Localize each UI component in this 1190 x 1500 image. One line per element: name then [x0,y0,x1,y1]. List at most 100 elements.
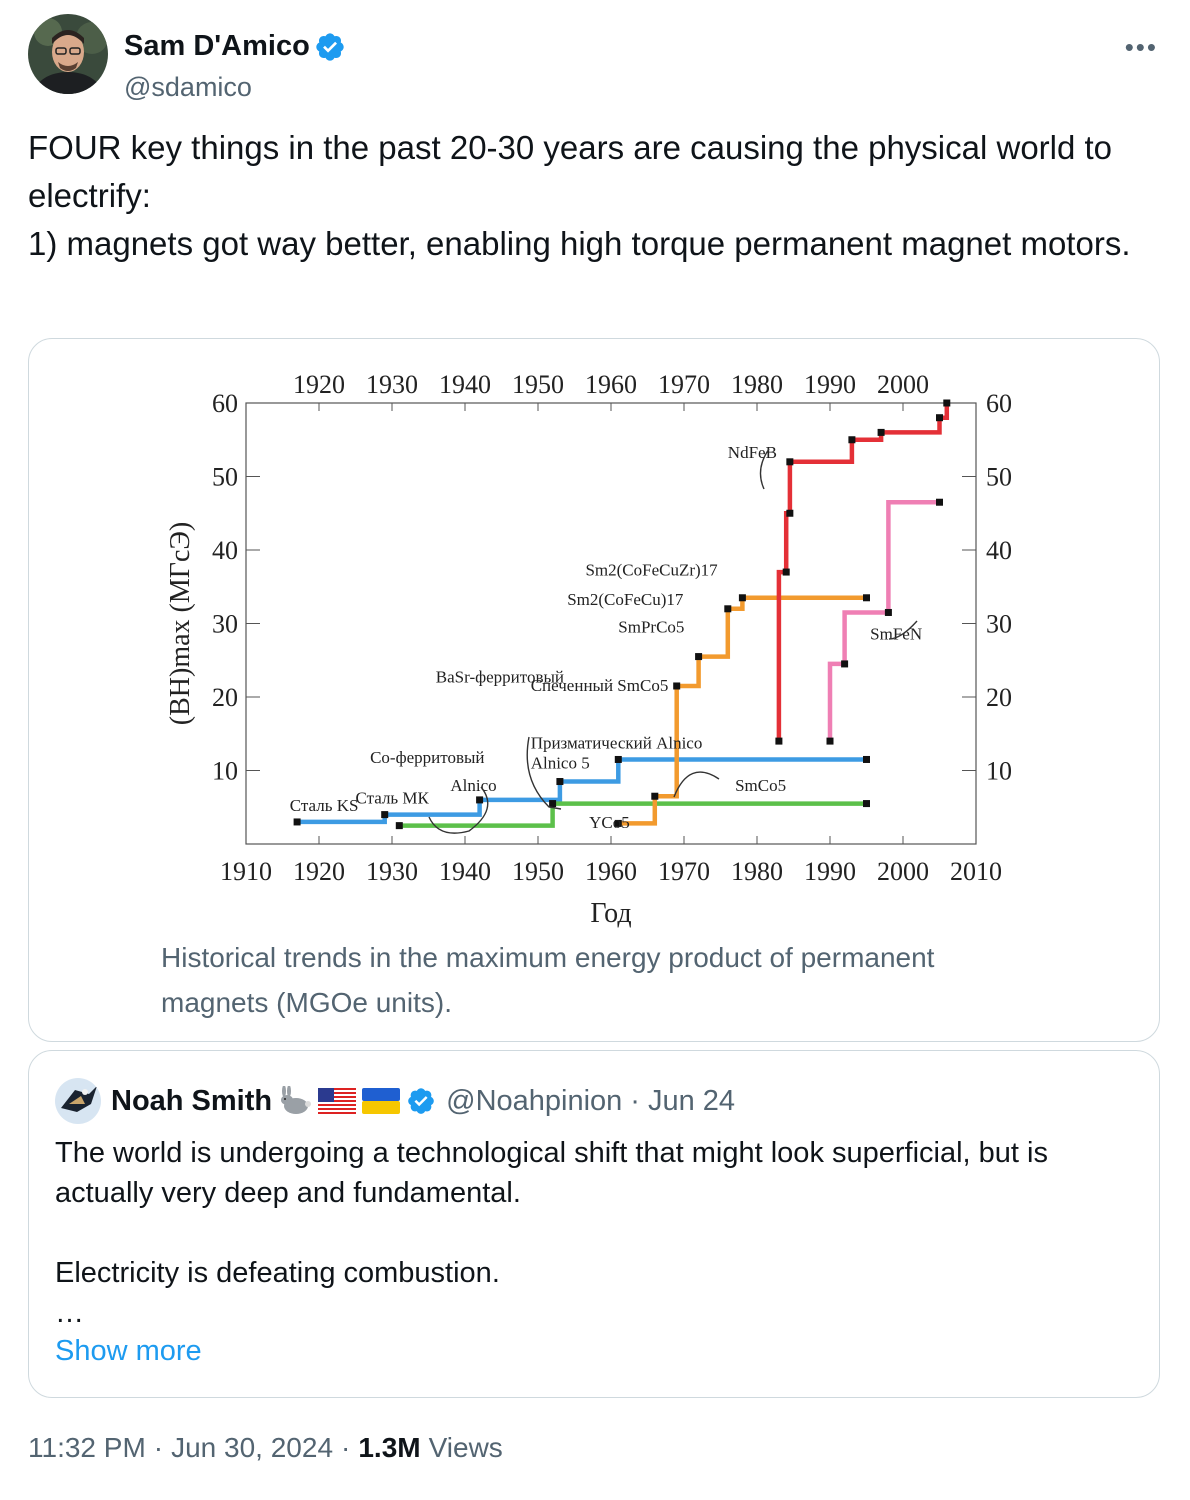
x-tick-label-bottom: 2000 [877,857,929,886]
plot-frame [245,402,977,845]
x-tick-label-top: 1950 [512,370,564,399]
x-tick-label-bottom: 1980 [731,857,783,886]
series-line-alnico [297,757,867,825]
media-caption: Historical trends in the maximum energy … [161,942,935,1018]
data-point [549,800,557,808]
x-tick-label-bottom: 1950 [512,857,564,886]
x-tick-label-bottom: 1990 [804,857,856,886]
author-handle[interactable]: @sdamico [124,72,252,102]
tweet-text: FOUR key things in the past 20-30 years … [28,124,1158,268]
series-line-smco [618,595,867,826]
annotation-label: Sm2(CoFeCu)17 [567,590,684,609]
quoted-tweet-date[interactable]: Jun 24 [647,1084,736,1117]
data-point [724,605,732,613]
annotation-label: Co-ферритовый [370,748,484,767]
data-point [884,608,892,616]
y-tick-label-right: 50 [986,463,1012,492]
y-tick-label-left: 60 [212,389,238,418]
data-point [786,509,794,517]
author-avatar[interactable] [28,14,108,94]
y-tick-label-right: 40 [986,536,1012,565]
media-card[interactable]: 1910 1920 1930 1940 1950 1960 1970 1980 1990 2000… [28,338,1160,1042]
tweet-date[interactable]: Jun 30, 2024 [171,1432,334,1463]
y-tick-label-left: 40 [212,536,238,565]
annotation-label: BaSr-ферритовый [436,667,564,686]
data-point [863,594,870,602]
annotation-label: Alnico 5 [531,753,590,772]
series-line-smfen [827,499,940,742]
quoted-line: Electricity is defeating combustion. [55,1257,500,1289]
rabbit-emoji-icon [278,1086,312,1116]
separator-dot: · [341,1432,351,1463]
x-tick-label-bottom: 1930 [366,857,418,886]
annotation-label: Sm2(CoFeCuZr)17 [585,561,718,580]
data-point [614,755,622,763]
x-tick-label-bottom: 1960 [585,857,637,886]
x-tick-label-top: 1940 [439,370,491,399]
data-point [863,755,870,763]
magnet-energy-chart: 1910 1920 1930 1940 1950 1960 1970 1980 1990 2000… [165,370,1012,929]
annotation-label: Сталь KS [290,796,359,815]
y-tick-label-right: 10 [986,757,1012,786]
quoted-tweet[interactable]: Noah Smith [28,1050,1160,1398]
data-point [476,796,484,804]
data-point [863,800,870,808]
x-tick-label-top: 1930 [366,370,418,399]
basr-leader [526,736,562,810]
quoted-tweet-text: The world is undergoing a technological … [55,1133,1145,1333]
data-point [775,737,783,745]
x-tick-label-bottom: 2010 [950,857,1002,886]
separator-dot: · [153,1432,164,1463]
data-point [614,819,622,827]
annotation-label: Призматический Alnico [531,733,703,752]
x-tick-label-bottom: 1910 [220,857,272,886]
data-point [943,399,951,407]
smfen-leader [888,620,918,640]
more-options-icon[interactable]: ••• [1124,32,1158,62]
data-point [782,568,790,576]
x-tick-label-bottom: 1920 [293,857,345,886]
data-point [695,653,703,661]
annotation-label: Alnico [450,776,496,795]
y-tick-label-left: 30 [212,610,238,639]
tweet-time[interactable]: 11:32 PM [28,1432,146,1463]
data-point [936,414,943,422]
x-tick-label-top: 1980 [731,370,783,399]
quoted-author-handle[interactable]: @Noahpinion [446,1084,623,1117]
data-point [293,818,301,826]
x-tick-label-bottom: 1940 [439,857,491,886]
quoted-line [55,1213,1145,1253]
quoted-line: The world is undergoing a technological … [55,1137,1048,1209]
data-point [738,594,746,602]
quoted-tweet-header: Noah Smith [55,1078,736,1124]
ndfeb-leader [759,448,770,490]
author-name[interactable]: Sam D'Amico [124,30,310,62]
tweet-line: FOUR key things in the past 20-30 years … [28,129,1122,214]
series-line-ndfeb [776,403,950,742]
tweet-author: Sam D'Amico @sdamico ••• [28,14,1162,102]
data-point [936,498,943,506]
show-more-link[interactable]: Show more [55,1335,202,1367]
tweet-footer: 11:32 PM · Jun 30, 2024 · 1.3M Views [28,1432,503,1464]
data-point [673,682,681,690]
y-axis-label: (BH)max (МГсЭ) [165,522,196,725]
quoted-line: … [55,1297,84,1329]
smco5-leader [673,771,720,798]
tweet-line: 1) magnets got way better, enabling high… [28,225,1131,262]
quoted-author-name[interactable]: Noah Smith [111,1084,273,1117]
views-count[interactable]: 1.3M [358,1432,421,1463]
x-tick-label-top: 2000 [877,370,929,399]
quoted-author-avatar[interactable] [55,1078,101,1124]
data-point [826,737,834,745]
y-tick-label-left: 20 [212,683,238,712]
views-label: Views [428,1432,503,1463]
data-point [848,436,856,444]
data-point [841,660,849,668]
x-axis-label: Год [590,898,631,929]
annotation-label: SmPrCo5 [618,617,684,636]
us-flag-icon [318,1088,357,1114]
separator-dot: · [630,1084,640,1117]
annotation-label: YCo5 [589,813,630,832]
x-tick-label-top: 1970 [658,370,710,399]
y-tick-label-right: 20 [986,683,1012,712]
